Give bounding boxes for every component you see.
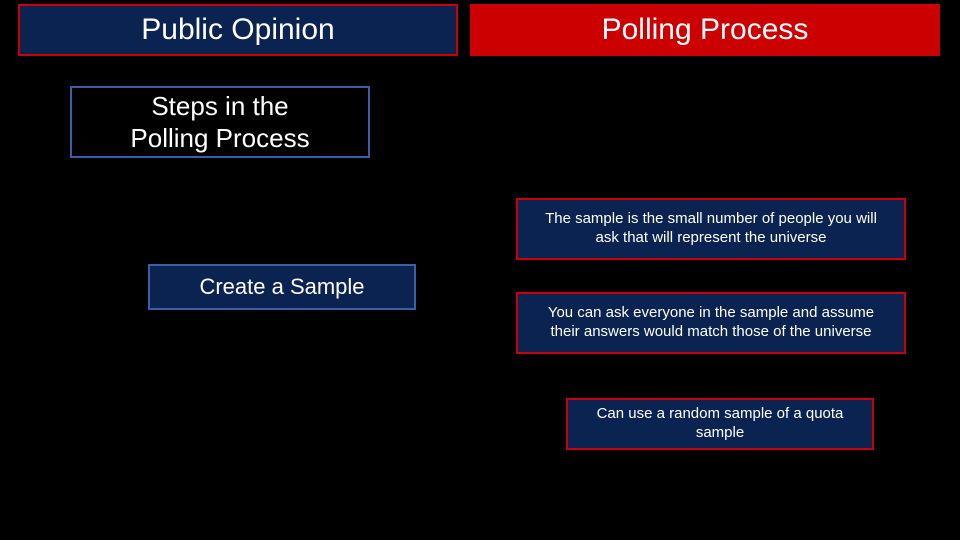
detail-box-1: The sample is the small number of people…: [516, 198, 906, 260]
detail-box-3: Can use a random sample of a quota sampl…: [566, 398, 874, 450]
header-left: Public Opinion: [18, 4, 458, 56]
subheader-steps: Steps in thePolling Process: [70, 86, 370, 158]
detail-box-2: You can ask everyone in the sample and a…: [516, 292, 906, 354]
header-right: Polling Process: [470, 4, 940, 56]
step-create-sample: Create a Sample: [148, 264, 416, 310]
